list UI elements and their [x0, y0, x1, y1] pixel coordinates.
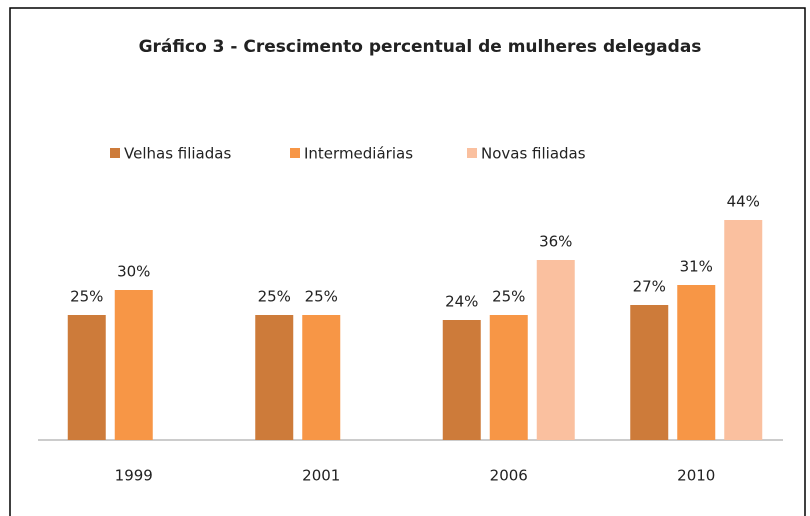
legend-label: Velhas filiadas — [124, 145, 231, 163]
bar — [255, 315, 294, 440]
bar — [442, 320, 481, 440]
value-label: 25% — [492, 288, 525, 306]
bar — [67, 315, 106, 440]
value-label: 25% — [258, 288, 291, 306]
legend-swatch — [110, 148, 120, 158]
bar — [302, 315, 341, 440]
bar — [630, 305, 669, 440]
value-label: 24% — [445, 293, 478, 311]
bar — [114, 290, 153, 440]
value-label: 31% — [680, 258, 713, 276]
bar — [724, 220, 763, 440]
x-tick-label: 2010 — [677, 467, 715, 485]
x-tick-label: 1999 — [115, 467, 153, 485]
x-tick-label: 2006 — [490, 467, 528, 485]
bar — [536, 260, 575, 440]
bar — [489, 315, 528, 440]
value-label: 44% — [727, 193, 760, 211]
value-label: 25% — [305, 288, 338, 306]
bar — [677, 285, 716, 440]
legend-swatch — [290, 148, 300, 158]
x-tick-label: 2001 — [302, 467, 340, 485]
value-label: 36% — [539, 233, 572, 251]
value-label: 25% — [70, 288, 103, 306]
legend-label: Novas filiadas — [481, 145, 586, 163]
value-label: 30% — [117, 263, 150, 281]
legend-label: Intermediárias — [304, 145, 413, 163]
chart-title: Gráfico 3 - Crescimento percentual de mu… — [139, 37, 702, 57]
legend-swatch — [467, 148, 477, 158]
value-label: 27% — [633, 278, 666, 296]
